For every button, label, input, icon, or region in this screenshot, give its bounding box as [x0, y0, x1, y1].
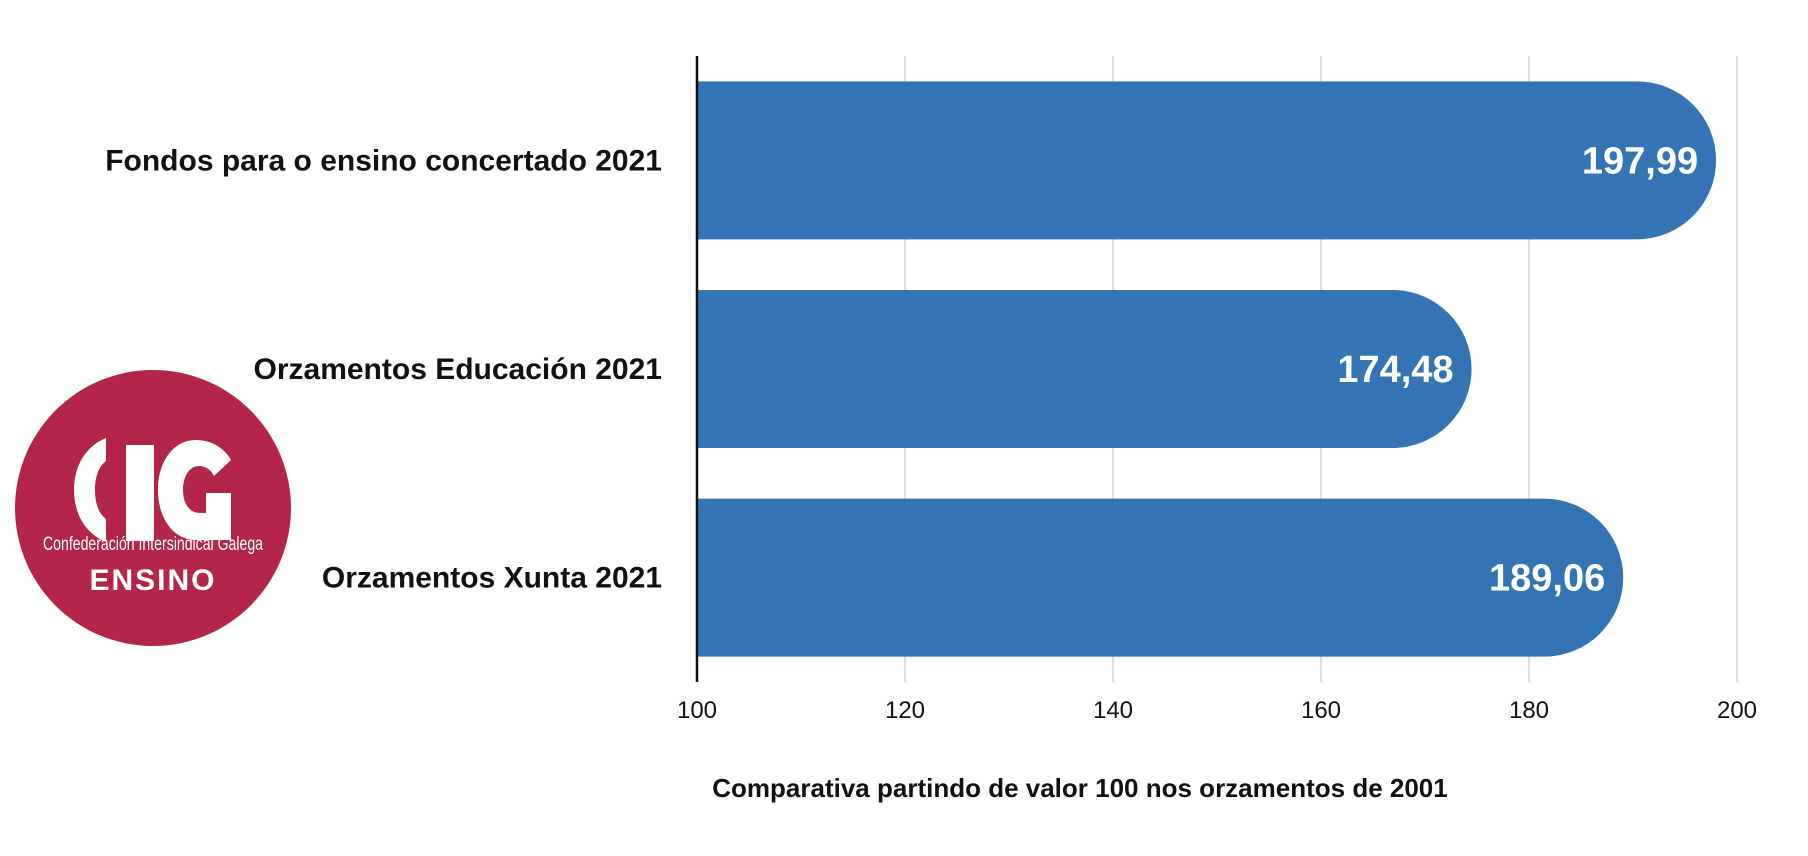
x-tick-label: 180 [1509, 697, 1549, 724]
bar [697, 498, 1624, 657]
x-tick-label: 200 [1717, 697, 1757, 724]
bar [697, 81, 1717, 240]
bar [697, 290, 1472, 448]
x-tick-label: 100 [677, 697, 717, 724]
x-tick-label: 140 [1093, 697, 1133, 724]
category-label: Orzamentos Xunta 2021 [322, 562, 662, 595]
x-tick-labels: 100 120 140 160 180 200 [677, 697, 1757, 724]
cig-logo: Confederación Intersindical Galega ENSIN… [15, 370, 291, 646]
x-axis-title: Comparativa partindo de valor 100 nos or… [712, 773, 1447, 803]
bar-value-label: 174,48 [1337, 349, 1453, 391]
category-label: Fondos para o ensino concertado 2021 [105, 144, 662, 177]
logo-org-name: Confederación Intersindical Galega [43, 534, 263, 555]
category-labels: Fondos para o ensino concertado 2021 Orza… [105, 144, 662, 594]
x-tick-label: 160 [1301, 697, 1341, 724]
x-tick-label: 120 [885, 697, 925, 724]
bar-value-label: 197,99 [1582, 140, 1698, 182]
logo-unit: ENSINO [89, 564, 216, 597]
category-label: Orzamentos Educación 2021 [254, 353, 663, 386]
bar-value-label: 189,06 [1489, 558, 1605, 600]
cig-logo-mark [74, 438, 231, 542]
bars: 197,99 174,48 189,06 [697, 81, 1717, 657]
